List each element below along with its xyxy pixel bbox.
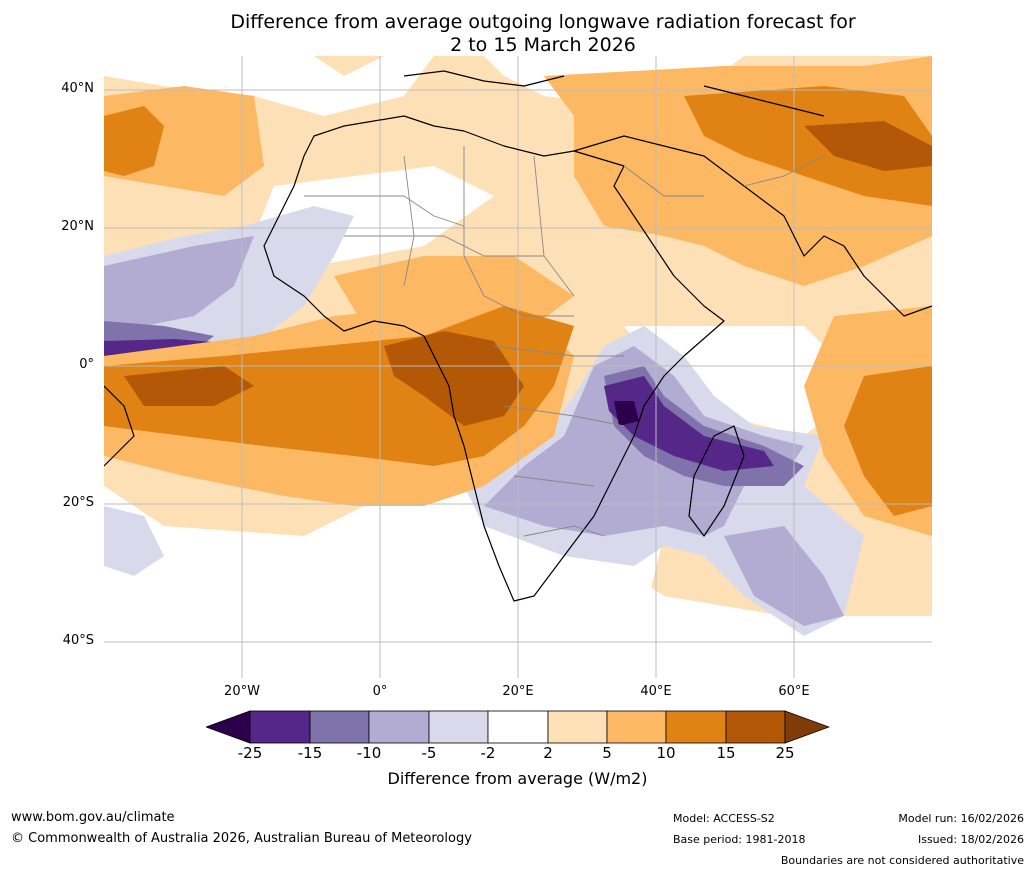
colorbar-tick-neg2: -2 [480,744,496,762]
colorbar-bin-neg-5-2 [428,710,489,744]
lat-label-0: 0° [79,357,94,372]
footer-disclaimer: Boundaries are not considered authoritat… [780,854,1024,867]
colorbar-bin-pos-10-15 [665,710,727,744]
colorbar-bin-pos-5-10 [606,710,667,744]
olr-anomaly-map [104,56,932,678]
anomaly-neutral-north-atlantic [104,56,434,116]
anomaly-pos-15-25-congo [384,331,524,426]
footer-url[interactable]: www.bom.gov.au/climate [11,810,175,825]
lon-label-40e: 40°E [640,684,672,699]
lon-label-20w: 20°W [224,684,260,699]
colorbar-tick-pos25: 25 [775,744,795,762]
graticule [104,56,932,678]
coastline [104,70,932,602]
colorbar-tick-neg10: -10 [356,744,382,762]
footer-issued: Issued: 18/02/2026 [917,833,1024,846]
anomaly-neg-25-15-mozambique [604,376,774,471]
colorbar [204,710,831,748]
colorbar-bin-pos-15-25 [725,710,786,744]
lon-label-0: 0° [372,684,388,699]
lat-label-20s: 20°S [62,495,94,510]
colorbar-extend-min [204,710,251,744]
chart-title-line1: Difference from average outgoing longwav… [230,11,856,33]
anomaly-neg-25-15-atlantic [104,339,214,356]
colorbar-tick-pos2: 2 [543,744,553,762]
colorbar-label: Difference from average (W/m2) [387,769,648,788]
colorbar-tick-neg5: -5 [421,744,437,762]
colorbar-tick-pos15: 15 [716,744,736,762]
lat-label-40s: 40°S [62,633,94,648]
anomaly-pos-15-25-atlantic [124,366,254,406]
lat-label-40n: 40°N [61,81,94,96]
colorbar-tick-pos5: 5 [602,744,612,762]
colorbar-tick-neg15: -15 [297,744,323,762]
footer-model-run: Model run: 16/02/2026 [898,812,1024,825]
anomaly-neutral-equatorial-east [624,326,864,436]
chart-title-line2: 2 to 15 March 2026 [450,34,636,56]
anomaly-neg-5-2-southwest [104,506,164,576]
anomaly-pos-15-25-middle-east [804,121,932,171]
colorbar-bin-neutral [487,710,549,744]
colorbar-bin-neg-25-15 [249,710,311,744]
anomaly-below-min-core [614,401,639,426]
colorbar-bin-pos-2-5 [547,710,608,744]
colorbar-bin-neg-15-10 [309,710,370,744]
anomaly-pos-10-15-north [104,106,164,176]
colorbar-bin-neg-10-5 [368,710,430,744]
lon-label-60e: 60°E [778,684,810,699]
colorbar-tick-neg25: -25 [237,744,263,762]
footer-model: Model: ACCESS-S2 [673,812,775,825]
colorbar-extend-max [784,710,831,744]
footer-base-period: Base period: 1981-2018 [673,833,806,846]
anomaly-neg-10-5-atlantic [104,236,254,326]
anomaly-pos-10-15-indian-ocean [844,366,932,516]
anomaly-pos-10-15-middle-east [684,86,932,206]
colorbar-tick-pos10: 10 [656,744,676,762]
country-borders [304,146,825,537]
lat-label-20n: 20°N [61,219,94,234]
footer-copyright: © Commonwealth of Australia 2026, Austra… [11,831,472,846]
anomaly-neg-10-5-madagascar-south [724,526,844,626]
lon-label-20e: 20°E [502,684,534,699]
